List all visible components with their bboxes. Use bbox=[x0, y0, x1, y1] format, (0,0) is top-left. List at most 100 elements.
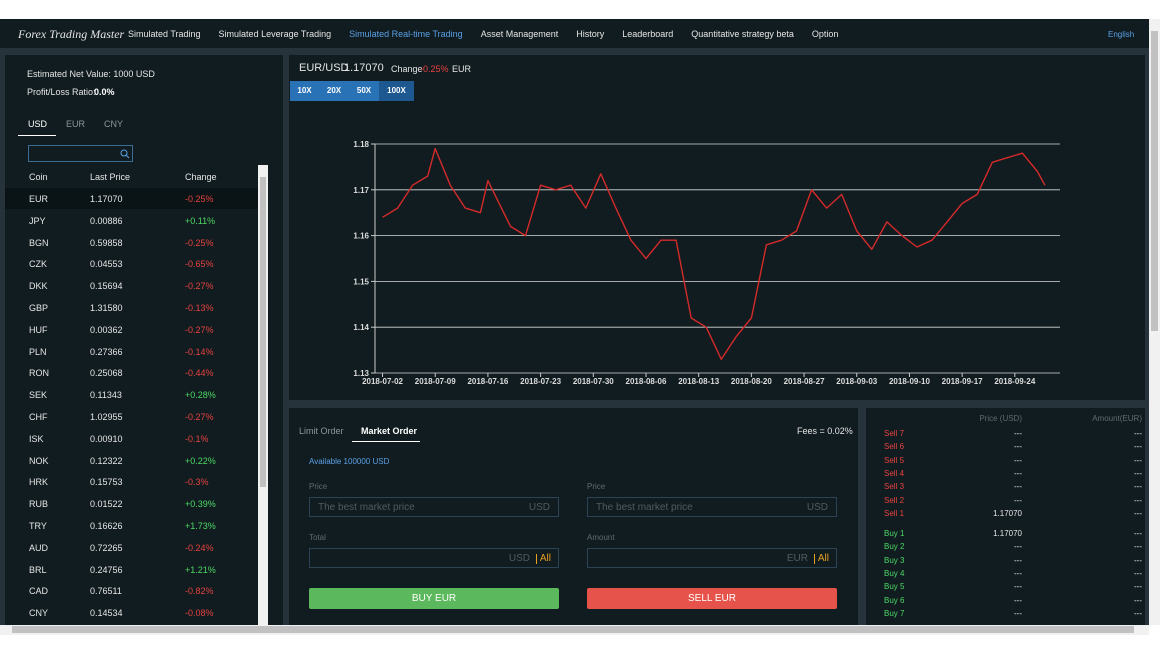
table-row[interactable]: PLN 0.27366 -0.14% bbox=[5, 341, 258, 362]
table-row[interactable]: BRL 0.24756 +1.21% bbox=[5, 559, 258, 580]
book-label: Buy 2 bbox=[884, 542, 905, 552]
y-tick-label: 1.14 bbox=[353, 323, 369, 332]
book-header: Price (USD) bbox=[979, 414, 1022, 423]
change: +1.21% bbox=[185, 564, 216, 575]
currency-tab[interactable]: EUR bbox=[66, 119, 86, 129]
table-row[interactable]: CNY 0.14534 -0.08% bbox=[5, 602, 258, 623]
coin: AUD bbox=[29, 542, 49, 553]
placeholder: The best market price bbox=[318, 502, 415, 513]
coin: CNY bbox=[29, 608, 49, 619]
h-scrollbar[interactable] bbox=[0, 625, 1149, 635]
table-header: Last Price bbox=[90, 172, 131, 182]
table-row[interactable]: CHF 1.02955 -0.27% bbox=[5, 406, 258, 427]
last-price: 0.15753 bbox=[90, 477, 123, 488]
nav-item[interactable]: Option bbox=[811, 29, 839, 39]
change: -0.3% bbox=[185, 477, 209, 488]
change: +1.73% bbox=[185, 521, 216, 531]
nav-item[interactable]: Simulated Real-time Trading bbox=[349, 29, 463, 39]
list-thumb bbox=[260, 177, 266, 487]
price-label: Price bbox=[309, 482, 328, 491]
change: -0.25% bbox=[185, 194, 214, 204]
nav-item[interactable]: Simulated Trading bbox=[128, 29, 201, 39]
last-price: 0.00886 bbox=[90, 215, 123, 226]
book-label: Sell 2 bbox=[884, 495, 905, 505]
table-row[interactable]: CZK 0.04553 -0.65% bbox=[5, 253, 258, 274]
coin: SEK bbox=[29, 390, 48, 401]
coin: ISK bbox=[29, 433, 44, 444]
leverage-button[interactable]: 50X bbox=[349, 81, 379, 101]
book-amount: --- bbox=[1134, 495, 1142, 505]
book-amount: --- bbox=[1134, 429, 1142, 438]
change: -0.27% bbox=[185, 324, 214, 335]
table-row[interactable]: DKK 0.15694 -0.27% bbox=[5, 275, 258, 296]
table-row[interactable]: RUB 0.01522 +0.39% bbox=[5, 493, 258, 514]
total-input[interactable]: EUR All bbox=[587, 548, 837, 568]
coin: EUR bbox=[29, 194, 49, 204]
sell-button[interactable]: SELL EUR bbox=[587, 588, 837, 609]
total-input[interactable]: USD All bbox=[309, 548, 559, 568]
table-row[interactable]: NOK 0.12322 +0.22% bbox=[5, 450, 258, 471]
book-label: Sell 6 bbox=[884, 442, 905, 452]
table-row[interactable]: TRY 0.16626 +1.73% bbox=[5, 515, 258, 536]
leverage-button[interactable]: 100X bbox=[379, 81, 414, 101]
table-row[interactable]: GBP 1.31580 -0.13% bbox=[5, 297, 258, 318]
currency-tab[interactable]: CNY bbox=[104, 119, 124, 129]
leverage-button[interactable]: 20X bbox=[319, 81, 349, 101]
price-input[interactable]: The best market price USD bbox=[309, 497, 559, 517]
v-scrollbar[interactable] bbox=[1149, 19, 1160, 625]
y-tick-label: 1.16 bbox=[353, 232, 369, 241]
x-tick-label: 2018-08-27 bbox=[784, 377, 825, 386]
price: 1.17070 bbox=[344, 62, 384, 74]
leverage-button[interactable]: 10X bbox=[290, 81, 319, 101]
table-row[interactable]: RON 0.25068 -0.44% bbox=[5, 362, 258, 383]
chart-panel: EUR/USD 1.17070 Change -0.25% EUR 10X 20X 50X 10… bbox=[289, 55, 1145, 400]
table-row[interactable]: CAD 0.76511 -0.82% bbox=[5, 580, 258, 601]
nav-item[interactable]: History bbox=[576, 29, 605, 39]
table-row[interactable]: ISK 0.00910 -0.1% bbox=[5, 428, 258, 449]
coin: CZK bbox=[29, 259, 47, 270]
table-row[interactable]: BGN 0.59858 -0.25% bbox=[5, 232, 258, 253]
book-amount: --- bbox=[1134, 442, 1142, 452]
book-label: Buy 1 bbox=[884, 529, 905, 538]
table-row[interactable]: EUR 1.17070 -0.25% bbox=[5, 188, 258, 209]
change: -0.27% bbox=[185, 412, 214, 422]
nav-item[interactable]: Asset Management bbox=[480, 29, 559, 39]
search-input[interactable] bbox=[28, 145, 133, 162]
coin: DKK bbox=[29, 281, 48, 292]
nav-item[interactable]: Quantitative strategy beta bbox=[691, 29, 794, 39]
brand[interactable]: Forex Trading Master bbox=[18, 27, 125, 41]
last-price: 0.25068 bbox=[90, 368, 123, 379]
nav-items: Simulated Trading Simulated Leverage Trad… bbox=[128, 29, 838, 39]
book-label: Buy 4 bbox=[884, 568, 905, 578]
nav-item[interactable]: Simulated Leverage Trading bbox=[218, 29, 332, 39]
unit: USD bbox=[528, 502, 550, 513]
all[interactable]: All bbox=[817, 553, 829, 564]
currency-tab[interactable]: USD bbox=[28, 119, 48, 129]
table-row[interactable]: SEK 0.11343 +0.28% bbox=[5, 384, 258, 405]
change: -0.25% bbox=[185, 237, 214, 248]
order-tab[interactable]: Market Order bbox=[361, 426, 418, 436]
last-price: 0.04553 bbox=[90, 259, 123, 270]
book-amount: --- bbox=[1134, 555, 1142, 565]
book-label: Sell 5 bbox=[884, 455, 905, 465]
change: +0.39% bbox=[185, 499, 216, 510]
unit: USD bbox=[508, 553, 530, 564]
book-header: Amount(EUR) bbox=[1092, 414, 1142, 423]
nav-item[interactable]: Leaderboard bbox=[622, 29, 674, 39]
buy-button[interactable]: BUY EUR bbox=[309, 588, 559, 609]
order-tab[interactable]: Limit Order bbox=[299, 426, 344, 436]
table-header: Change bbox=[185, 172, 217, 182]
table-row[interactable]: HRK 0.15753 -0.3% bbox=[5, 471, 258, 492]
book-label: Buy 3 bbox=[884, 555, 905, 565]
price-input[interactable]: The best market price USD bbox=[587, 497, 837, 517]
last-price: 0.14534 bbox=[90, 608, 123, 619]
coin: RON bbox=[29, 368, 49, 379]
table-row[interactable]: JPY 0.00886 +0.11% bbox=[5, 210, 258, 231]
table-row[interactable]: HUF 0.00362 -0.27% bbox=[5, 319, 258, 340]
book-price: --- bbox=[1014, 542, 1022, 552]
all[interactable]: All bbox=[539, 553, 551, 564]
table-row[interactable]: AUD 0.72265 -0.24% bbox=[5, 537, 258, 558]
coin: NOK bbox=[29, 455, 49, 466]
language[interactable]: English bbox=[1108, 30, 1135, 39]
book-price: --- bbox=[1014, 482, 1022, 492]
